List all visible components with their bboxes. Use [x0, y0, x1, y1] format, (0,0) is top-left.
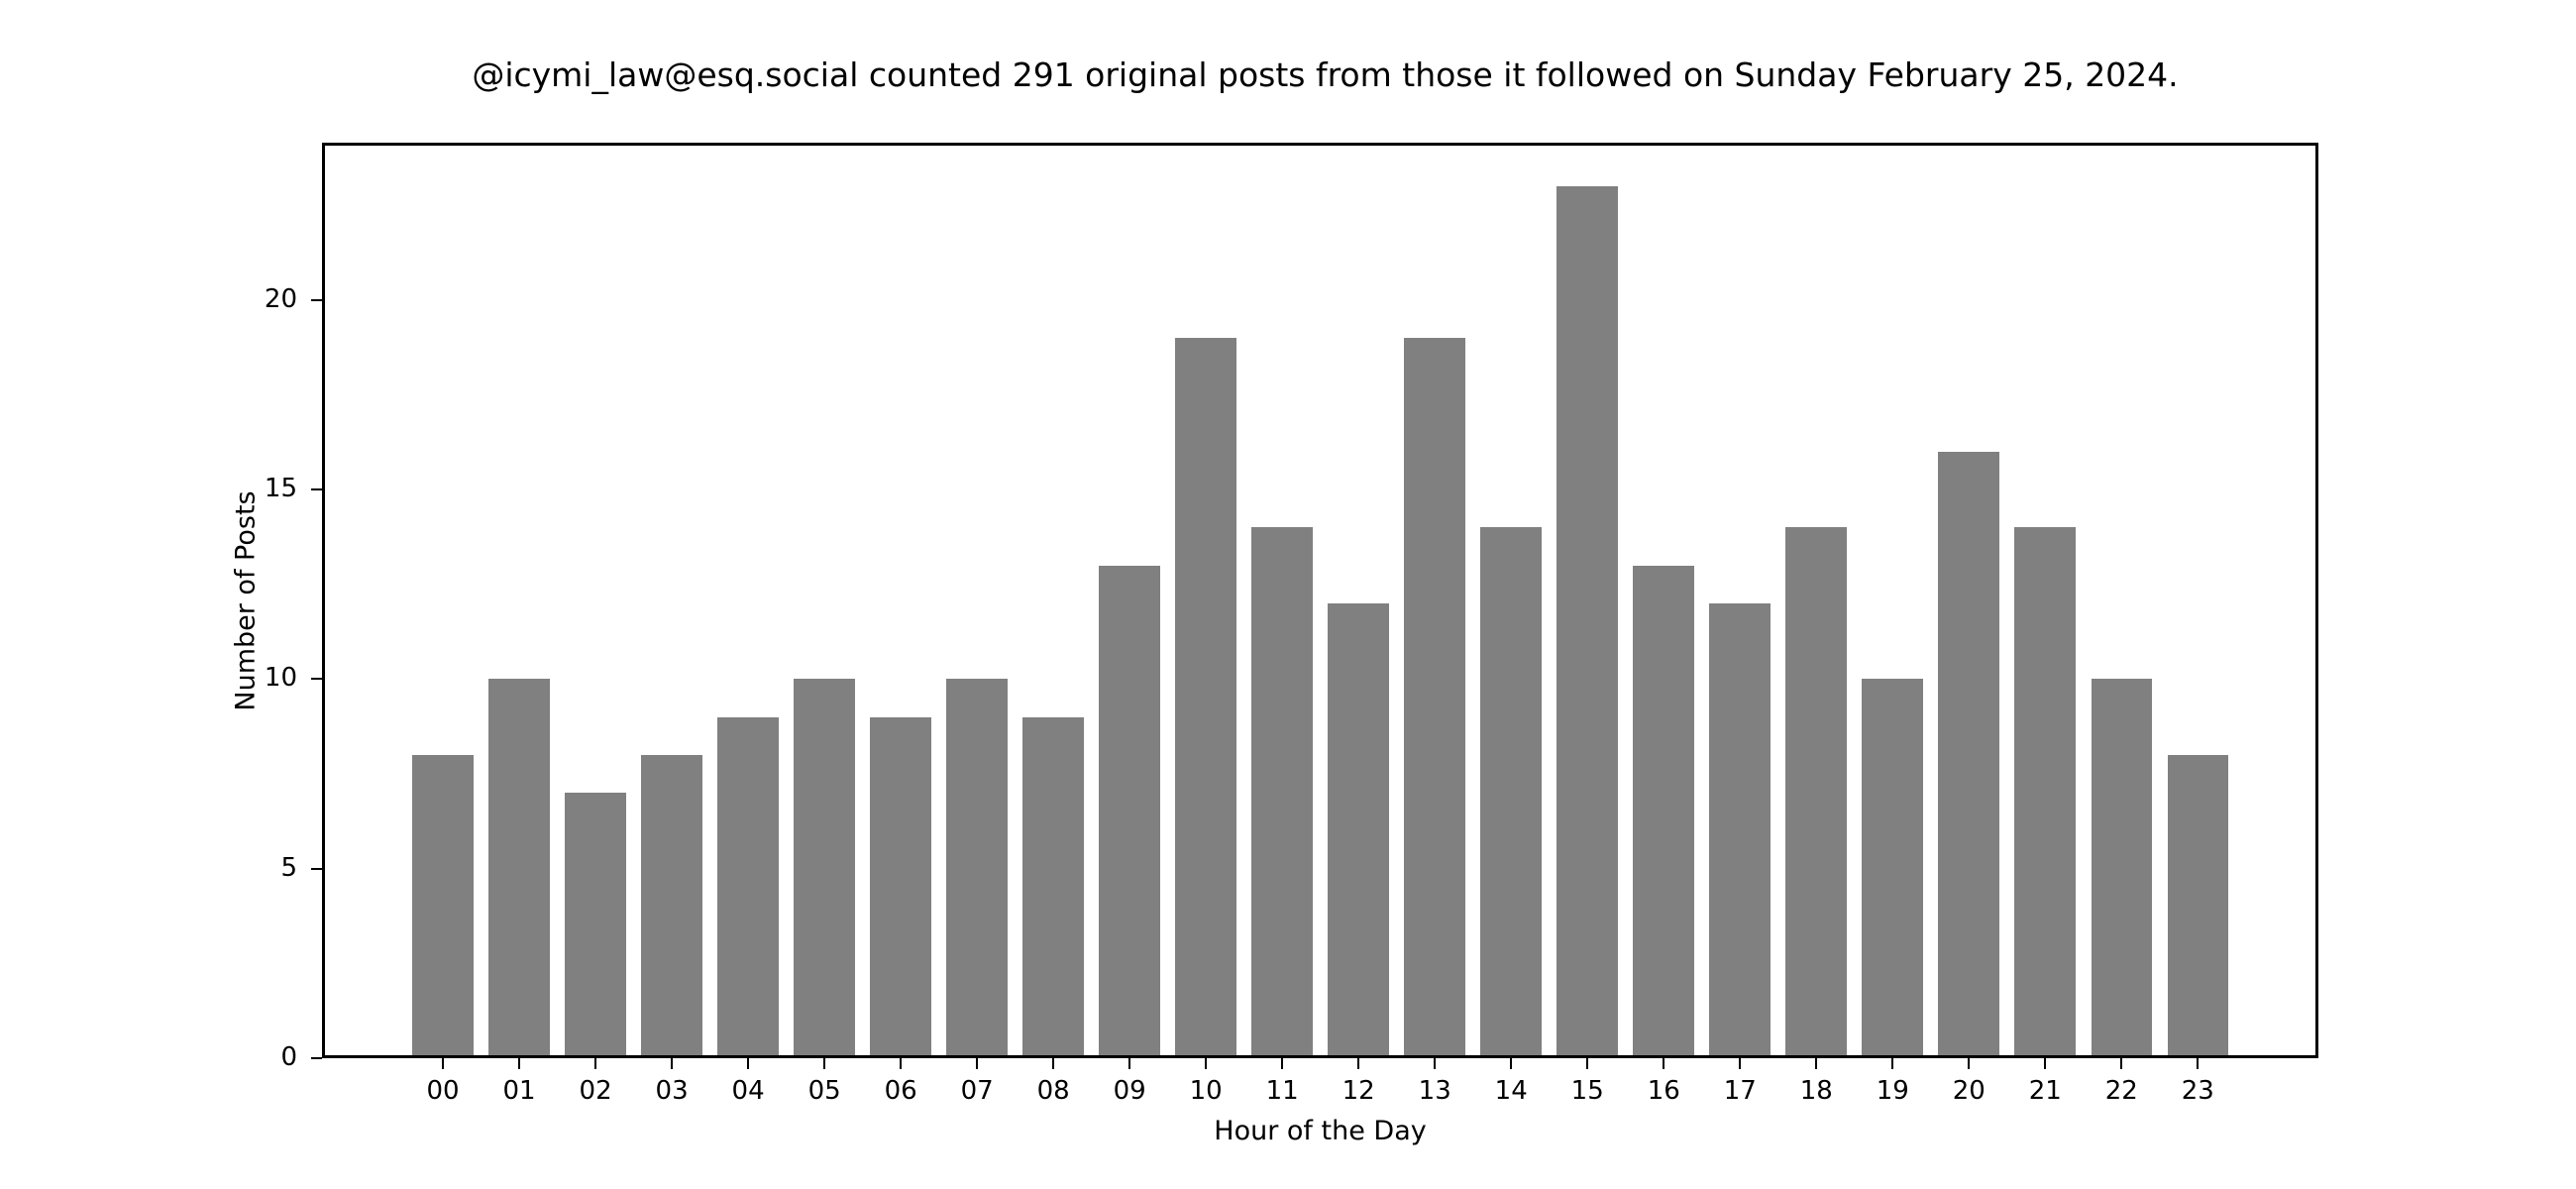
y-tick-label: 20	[264, 283, 297, 314]
x-tick-label: 05	[807, 1076, 841, 1106]
bar-hour-21	[2014, 527, 2077, 1055]
bar-hour-03	[641, 754, 702, 1055]
bar-hour-16	[1633, 565, 1695, 1055]
x-tick-label: 10	[1189, 1076, 1223, 1106]
x-tick	[1739, 1058, 1742, 1069]
bar-hour-19	[1862, 679, 1924, 1055]
chart-title: @icymi_law@esq.social counted 291 origin…	[472, 55, 2179, 94]
x-tick	[1128, 1058, 1131, 1069]
bar-hour-05	[794, 679, 855, 1055]
x-tick	[2197, 1058, 2200, 1069]
bar-hour-18	[1785, 527, 1848, 1055]
x-tick-label: 22	[2104, 1076, 2138, 1106]
x-tick	[442, 1058, 445, 1069]
y-tick-label: 0	[280, 1042, 297, 1072]
x-tick	[976, 1058, 979, 1069]
x-tick-label: 11	[1265, 1076, 1299, 1106]
x-axis-label: Hour of the Day	[1214, 1116, 1427, 1146]
x-tick	[1205, 1058, 1208, 1069]
bar-hour-23	[2167, 754, 2229, 1055]
y-tick	[311, 678, 322, 681]
x-tick	[900, 1058, 903, 1069]
bar-hour-02	[565, 793, 626, 1055]
x-tick	[2044, 1058, 2047, 1069]
x-tick	[1357, 1058, 1360, 1069]
bar-hour-15	[1556, 186, 1619, 1055]
x-tick	[1052, 1058, 1055, 1069]
x-tick	[1281, 1058, 1284, 1069]
x-tick	[1968, 1058, 1971, 1069]
x-tick-label: 17	[1723, 1076, 1757, 1106]
x-tick	[1815, 1058, 1818, 1069]
y-tick	[311, 298, 322, 301]
bar-hour-09	[1099, 565, 1160, 1055]
x-tick-label: 19	[1876, 1076, 1909, 1106]
y-axis-label: Number of Posts	[230, 489, 262, 711]
x-tick-label: 03	[655, 1076, 689, 1106]
bar-hour-17	[1709, 602, 1771, 1055]
x-tick-label: 13	[1418, 1076, 1451, 1106]
x-tick-label: 21	[2028, 1076, 2062, 1106]
x-tick	[671, 1058, 674, 1069]
x-tick-label: 18	[1799, 1076, 1833, 1106]
x-tick	[1586, 1058, 1589, 1069]
bar-hour-14	[1480, 527, 1542, 1055]
y-tick	[311, 488, 322, 491]
x-tick-label: 14	[1494, 1076, 1528, 1106]
bar-hour-20	[1938, 451, 2000, 1055]
x-tick	[1891, 1058, 1894, 1069]
bar-hour-22	[2091, 679, 2153, 1055]
x-tick-label: 02	[579, 1076, 612, 1106]
y-tick-label: 10	[264, 663, 297, 694]
x-tick-label: 23	[2181, 1076, 2214, 1106]
x-tick-label: 00	[426, 1076, 460, 1106]
x-tick-label: 04	[731, 1076, 765, 1106]
x-tick-label: 09	[1113, 1076, 1146, 1106]
x-tick	[747, 1058, 750, 1069]
bar-hour-06	[870, 716, 931, 1055]
x-tick-label: 12	[1342, 1076, 1375, 1106]
x-tick-label: 16	[1647, 1076, 1680, 1106]
x-tick	[823, 1058, 826, 1069]
bar-hour-11	[1251, 527, 1313, 1055]
bar-hour-08	[1022, 716, 1084, 1055]
x-tick-label: 01	[502, 1076, 536, 1106]
x-tick-label: 20	[1952, 1076, 1986, 1106]
bar-hour-10	[1175, 338, 1236, 1055]
bar-hour-13	[1404, 338, 1465, 1055]
x-tick-label: 07	[960, 1076, 994, 1106]
bar-hour-04	[717, 716, 779, 1055]
x-tick	[1663, 1058, 1665, 1069]
bar-hour-01	[488, 679, 550, 1055]
bar-hour-00	[412, 754, 474, 1055]
x-tick-label: 08	[1036, 1076, 1070, 1106]
y-tick	[311, 867, 322, 870]
x-tick	[594, 1058, 597, 1069]
y-tick-label: 15	[264, 474, 297, 504]
bar-hour-07	[946, 679, 1008, 1055]
bar-hour-12	[1328, 602, 1389, 1055]
x-tick	[2120, 1058, 2123, 1069]
x-tick-label: 06	[884, 1076, 917, 1106]
y-tick	[311, 1057, 322, 1059]
x-tick	[518, 1058, 521, 1069]
y-tick-label: 5	[280, 852, 297, 883]
x-tick	[1434, 1058, 1437, 1069]
x-tick	[1510, 1058, 1513, 1069]
plot-area: 0 5 10 15 20	[265, 143, 2318, 1072]
x-tick-label: 15	[1570, 1076, 1604, 1106]
